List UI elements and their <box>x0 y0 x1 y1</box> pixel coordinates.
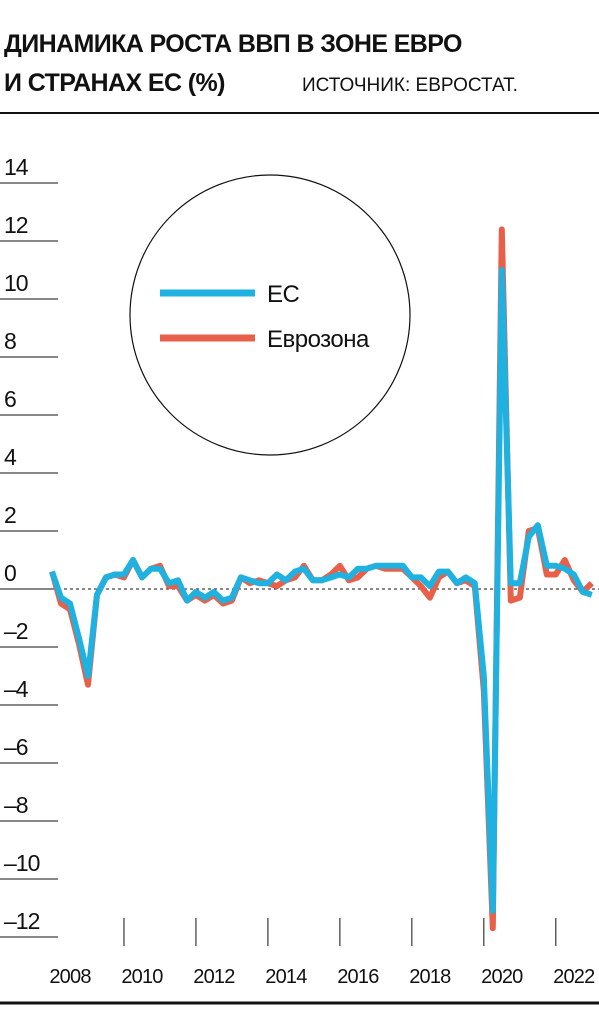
chart-title: И СТРАНАХ ЕС (%) <box>4 69 225 97</box>
y-tick-label: 0 <box>4 560 16 586</box>
y-tick-label: 2 <box>4 502 16 528</box>
chart-subtitle: ИСТОЧНИК: ЕВРОСТАТ. <box>302 75 518 96</box>
y-tick-label: –6 <box>4 734 28 760</box>
x-tick-label: 2012 <box>193 966 235 988</box>
x-tick-label: 2020 <box>481 966 523 988</box>
chart-title: ДИНАМИКА РОСТА ВВП В ЗОНЕ ЕВРО <box>4 30 462 58</box>
y-tick-label: 14 <box>4 154 29 180</box>
y-tick-label: –2 <box>4 618 28 644</box>
series-line <box>49 267 593 914</box>
y-tick-label: 10 <box>4 270 28 296</box>
y-tick-label: 12 <box>4 212 28 238</box>
x-tick-label: 2022 <box>553 966 595 988</box>
y-tick-label: 6 <box>4 386 16 412</box>
x-tick-label: 2008 <box>49 966 91 988</box>
y-tick-label: –8 <box>4 792 28 818</box>
x-tick-label: 2014 <box>265 966 307 988</box>
legend-circle <box>129 174 411 456</box>
y-tick-label: –12 <box>4 908 40 934</box>
legend-label: ЕС <box>267 281 300 308</box>
legend-label: Еврозона <box>267 326 370 353</box>
y-tick-label: 4 <box>4 444 17 470</box>
x-tick-label: 2016 <box>337 966 379 988</box>
y-tick-label: –10 <box>4 850 40 876</box>
x-tick-label: 2010 <box>121 966 163 988</box>
x-tick-label: 2018 <box>409 966 451 988</box>
y-tick-label: 8 <box>4 328 16 354</box>
y-tick-label: –4 <box>4 676 29 702</box>
